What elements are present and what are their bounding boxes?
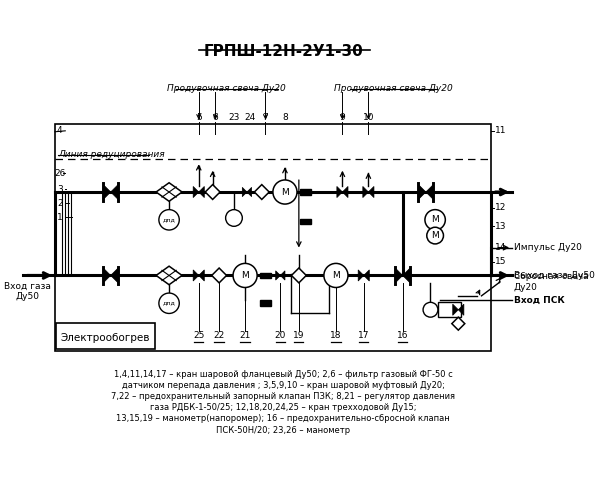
- Text: 11: 11: [496, 126, 507, 135]
- Text: 19: 19: [293, 331, 305, 340]
- Text: 13,15,19 – манометр(напоромер); 16 – предохранительно-сбросной клапан: 13,15,19 – манометр(напоромер); 16 – пре…: [116, 415, 450, 423]
- Text: 24: 24: [244, 113, 255, 122]
- Text: 15: 15: [496, 257, 507, 266]
- Circle shape: [425, 209, 446, 230]
- Text: 16: 16: [397, 331, 408, 340]
- Text: ПСК-50Н/20; 23,26 – манометр: ПСК-50Н/20; 23,26 – манометр: [216, 426, 350, 434]
- Polygon shape: [205, 185, 220, 199]
- Polygon shape: [403, 268, 410, 283]
- Text: 1,4,11,14,17 – кран шаровой фланцевый Ду50; 2,6 – фильтр газовый ФГ-50 с: 1,4,11,14,17 – кран шаровой фланцевый Ду…: [114, 370, 452, 379]
- Polygon shape: [156, 183, 182, 201]
- Text: Импульс Ду20: Импульс Ду20: [514, 243, 582, 252]
- Polygon shape: [254, 185, 269, 199]
- Text: М: М: [431, 215, 439, 225]
- Text: 12: 12: [496, 203, 507, 212]
- Text: 4: 4: [57, 126, 63, 135]
- Polygon shape: [418, 185, 426, 199]
- Text: М: М: [332, 271, 340, 280]
- Text: М: М: [241, 271, 249, 280]
- Text: Выход газа Ду50: Выход газа Ду50: [514, 271, 595, 280]
- Text: 2: 2: [57, 199, 63, 208]
- Bar: [260, 300, 271, 306]
- Text: 5: 5: [196, 113, 201, 122]
- Polygon shape: [337, 187, 343, 198]
- Text: 6: 6: [212, 113, 218, 122]
- Polygon shape: [193, 270, 199, 281]
- Text: Линия редуцирования: Линия редуцирования: [58, 150, 165, 159]
- Text: 9: 9: [339, 113, 346, 122]
- Text: Вход газа
Ду50: Вход газа Ду50: [4, 282, 51, 301]
- Text: газа РДБК-1-50/25; 12,18,20,24,25 – кран трехходовой Ду15;: газа РДБК-1-50/25; 12,18,20,24,25 – кран…: [150, 403, 416, 413]
- Circle shape: [159, 293, 179, 313]
- Polygon shape: [364, 270, 369, 281]
- Text: 21: 21: [239, 331, 251, 340]
- Text: 10: 10: [362, 113, 374, 122]
- Text: 25: 25: [193, 331, 204, 340]
- Text: 26: 26: [54, 169, 65, 178]
- Text: Сбросная свеча
Ду20: Сбросная свеча Ду20: [514, 272, 589, 292]
- Circle shape: [226, 209, 242, 226]
- Polygon shape: [276, 271, 280, 280]
- Text: М: М: [431, 231, 439, 240]
- Polygon shape: [242, 188, 247, 197]
- Polygon shape: [156, 266, 182, 285]
- Text: 1: 1: [57, 212, 63, 222]
- Text: 18: 18: [330, 331, 342, 340]
- Circle shape: [427, 227, 443, 244]
- Text: Электрообогрев: Электрообогрев: [60, 333, 150, 344]
- Text: 14: 14: [496, 243, 507, 252]
- Text: 8: 8: [282, 113, 288, 122]
- Circle shape: [273, 180, 297, 204]
- Text: датчиком перепада давления ; 3,5,9,10 – кран шаровой муфтовый Ду20;: датчиком перепада давления ; 3,5,9,10 – …: [122, 381, 444, 390]
- Polygon shape: [453, 304, 458, 315]
- Circle shape: [423, 302, 438, 317]
- Polygon shape: [103, 185, 111, 199]
- Text: 13: 13: [496, 222, 507, 231]
- Text: Вход ПСК: Вход ПСК: [514, 296, 564, 305]
- Polygon shape: [199, 270, 204, 281]
- Polygon shape: [111, 185, 118, 199]
- Polygon shape: [395, 268, 403, 283]
- Text: ГРПШ-12Н-2У1-30: ГРПШ-12Н-2У1-30: [203, 44, 363, 59]
- Text: М: М: [281, 188, 289, 196]
- Text: 7: 7: [263, 113, 268, 122]
- FancyBboxPatch shape: [56, 323, 155, 348]
- Polygon shape: [358, 270, 364, 281]
- Polygon shape: [280, 271, 285, 280]
- Polygon shape: [363, 187, 368, 198]
- Polygon shape: [368, 187, 374, 198]
- Text: 23: 23: [229, 113, 239, 122]
- Text: 20: 20: [274, 331, 286, 340]
- Text: 17: 17: [358, 331, 370, 340]
- Text: дпд: дпд: [163, 217, 175, 222]
- Polygon shape: [452, 317, 465, 330]
- Bar: [260, 273, 271, 278]
- Text: 3: 3: [57, 185, 63, 194]
- Text: Продувочная свеча Ду20: Продувочная свеча Ду20: [334, 85, 453, 93]
- Polygon shape: [458, 304, 464, 315]
- Text: 7,22 – предохранительный запорный клапан ПЗК; 8,21 – регулятор давления: 7,22 – предохранительный запорный клапан…: [111, 392, 455, 401]
- Circle shape: [233, 263, 257, 288]
- Bar: [300, 189, 311, 195]
- Bar: [300, 219, 311, 225]
- Polygon shape: [212, 268, 227, 283]
- Polygon shape: [103, 268, 111, 283]
- Text: 22: 22: [213, 331, 225, 340]
- Polygon shape: [343, 187, 348, 198]
- Polygon shape: [193, 187, 199, 198]
- Text: дпд: дпд: [163, 301, 175, 306]
- Polygon shape: [291, 268, 306, 283]
- Bar: [438, 302, 461, 317]
- Circle shape: [159, 209, 179, 230]
- Polygon shape: [111, 268, 118, 283]
- Bar: [55, 124, 491, 351]
- Polygon shape: [247, 188, 251, 197]
- Polygon shape: [426, 185, 434, 199]
- Polygon shape: [199, 187, 204, 198]
- Text: Продувочная свеча Ду20: Продувочная свеча Ду20: [167, 85, 286, 93]
- Circle shape: [324, 263, 348, 288]
